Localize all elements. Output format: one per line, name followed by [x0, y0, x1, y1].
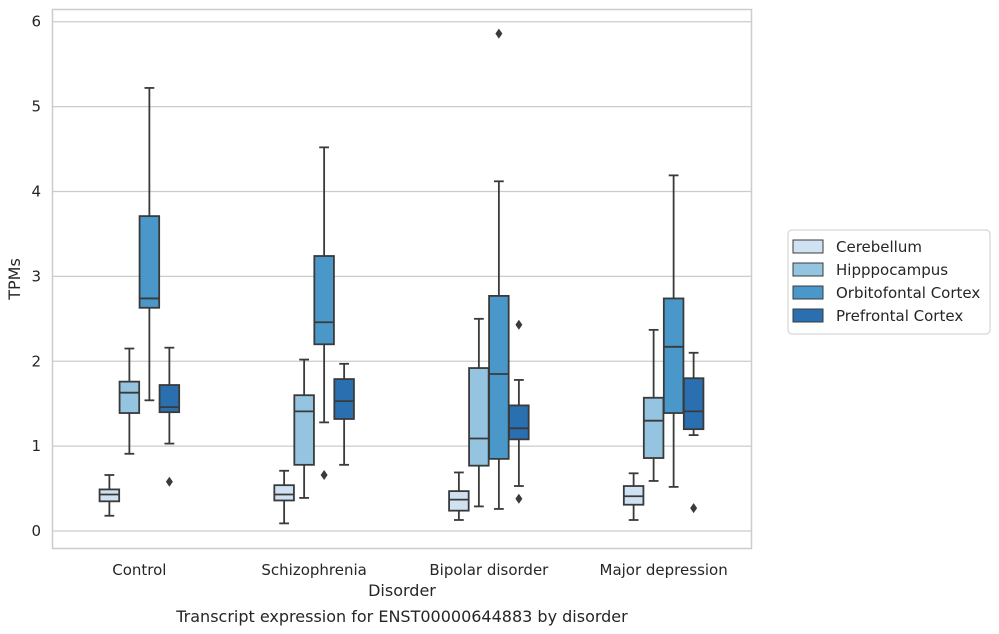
- legend-label: Cerebellum: [836, 238, 922, 256]
- box-3-2: [508, 319, 530, 504]
- x-tick-label: Bipolar disorder: [429, 561, 549, 579]
- y-tick-label: 6: [31, 13, 41, 31]
- plot-area: [51, 8, 753, 550]
- box-3-1: [333, 362, 355, 466]
- y-tick-label: 3: [31, 267, 41, 285]
- box-0-2: [448, 471, 470, 521]
- gridlines: [52, 21, 751, 532]
- box-1-1: [293, 358, 315, 499]
- box-iqr: [662, 297, 685, 414]
- box-iqr: [118, 380, 141, 414]
- outlier-point: [515, 319, 523, 330]
- box-2-2: [488, 28, 510, 510]
- legend-frame: [787, 229, 991, 335]
- outlier-point: [320, 470, 328, 481]
- y-tick-label: 1: [31, 437, 41, 455]
- legend-label: Hipppocampus: [836, 261, 948, 279]
- outlier-point: [690, 503, 698, 514]
- box-iqr: [488, 295, 510, 460]
- box-iqr: [313, 255, 335, 346]
- legend-swatch: [792, 239, 824, 254]
- legend-swatch: [792, 262, 824, 277]
- box-iqr: [333, 378, 355, 420]
- x-tick-label: Schizophrenia: [261, 561, 366, 579]
- box-0-1: [273, 469, 295, 525]
- box-1-0: [118, 347, 141, 455]
- x-tick-label: Control: [112, 561, 166, 579]
- box-2-1: [313, 146, 335, 481]
- box-iqr: [158, 384, 181, 414]
- x-axis-label: Disorder: [368, 581, 436, 600]
- box-0-3: [622, 472, 645, 521]
- y-tick-label: 5: [31, 98, 41, 116]
- box-0-0: [98, 474, 121, 517]
- box-3-0: [158, 346, 181, 487]
- box-iqr: [642, 396, 665, 459]
- outlier-point: [515, 493, 523, 504]
- box-iqr: [138, 215, 161, 309]
- y-tick-labels: 0 1 2 3 4 5 6: [31, 13, 41, 540]
- box-1-3: [642, 328, 665, 482]
- legend-swatch: [792, 285, 824, 300]
- box-iqr: [448, 490, 470, 512]
- box-2-3: [662, 174, 685, 488]
- box-iqr: [293, 394, 315, 466]
- legend-swatch: [792, 308, 824, 323]
- box-2-0: [138, 87, 161, 402]
- y-tick-label: 0: [31, 522, 41, 540]
- legend: Cerebellum Hipppocampus Orbitofontal Corte…: [787, 229, 991, 335]
- outlier-point: [495, 28, 503, 39]
- boxes-layer: [98, 28, 705, 525]
- legend-label: Prefrontal Cortex: [836, 307, 963, 325]
- x-tick-label: Major depression: [600, 561, 728, 579]
- box-3-3: [682, 351, 705, 514]
- box-iqr: [682, 377, 705, 431]
- box-iqr: [273, 484, 295, 502]
- box-iqr: [468, 367, 490, 467]
- chart-caption: Transcript expression for ENST0000064488…: [175, 607, 628, 626]
- y-axis-label: TPMs: [5, 258, 24, 301]
- y-tick-label: 2: [31, 352, 41, 370]
- outlier-point: [165, 476, 173, 487]
- box-iqr: [508, 404, 530, 441]
- legend-label: Orbitofontal Cortex: [836, 284, 980, 302]
- x-tick-labels: Control Schizophrenia Bipolar disorder Majo…: [112, 561, 727, 579]
- y-tick-label: 4: [31, 182, 41, 200]
